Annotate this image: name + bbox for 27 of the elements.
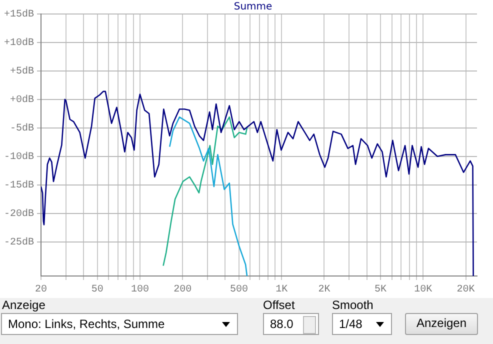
x-tick-label: 20 [34,284,48,296]
show-button: Anzeigen [405,313,478,335]
y-tick-label: +0dB [10,94,34,106]
x-tick-label: 500 [230,284,248,296]
y-tick-label: +15dB [4,8,34,21]
y-tick-label: -10dB [4,151,34,164]
display-dropdown: Mono: Links, Rechts, Summe [1,313,238,335]
x-tick-label: 100 [130,284,149,296]
x-tick-label: 5K [374,284,387,296]
display-label: Anzeige [2,298,46,312]
smooth-label: Smooth [332,298,374,312]
y-tick-label: -25dB [4,236,34,248]
x-tick-label: 20K [456,284,475,296]
offset-label: Offset [263,298,296,312]
y-tick-label: +10dB [4,37,34,50]
text: Summe [234,2,272,13]
offset-field: 88.0 [263,313,319,335]
x-tick-label: 50 [91,284,104,296]
x-tick-label: 200 [174,284,192,296]
x-tick-label: 1K [276,284,288,296]
smooth-dropdown: 1/48 [332,313,392,335]
x-tick-label: 2K [318,284,330,296]
y-tick-label: -20dB [4,208,34,220]
y-tick-label: +5dB [10,66,34,78]
y-tick-label: -15dB [4,180,34,192]
y-tick-label: -5dB [10,122,34,135]
x-tick-label: 10K [414,284,432,296]
